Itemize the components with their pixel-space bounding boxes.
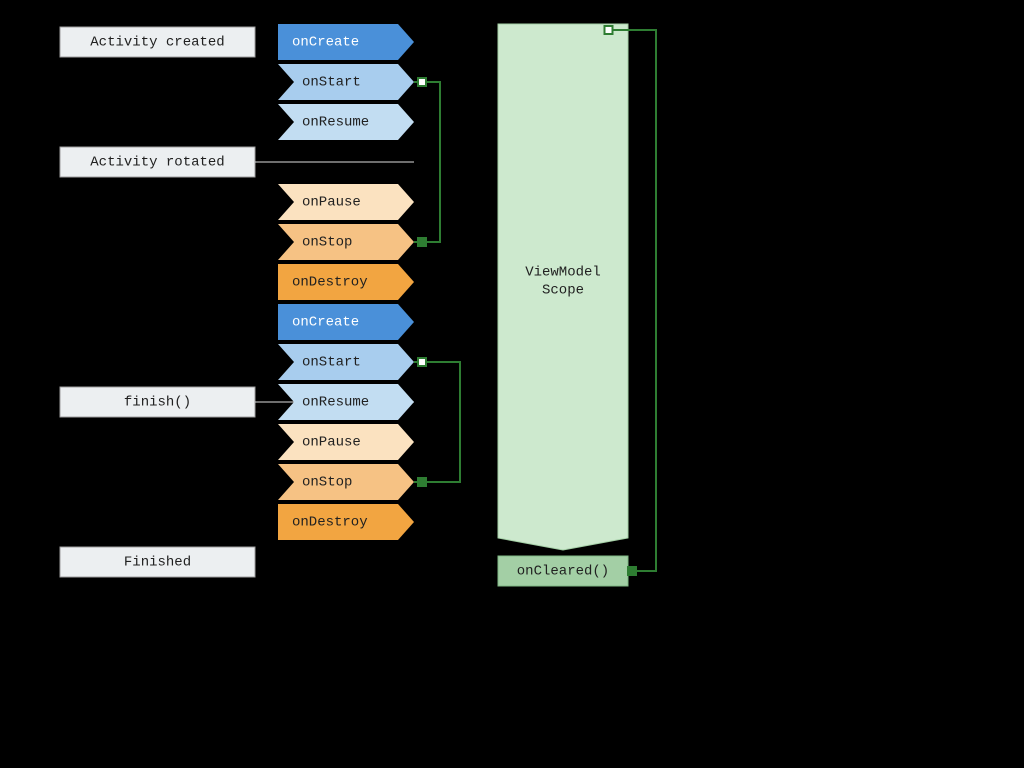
- lifecycle-oncreate: onCreate: [278, 304, 414, 340]
- event-label-text: finish(): [124, 395, 191, 411]
- viewmodel-scope: ViewModel Scope: [498, 24, 628, 550]
- event-label: Activity created: [60, 27, 255, 57]
- lifecycle-onpause: onPause: [278, 424, 414, 460]
- lifecycle-onstart: onStart: [278, 344, 414, 380]
- lifecycle-label: onStop: [302, 235, 352, 251]
- event-label-text: Activity rotated: [90, 155, 224, 171]
- viewmodel-scope-label: Scope: [542, 283, 584, 299]
- lifecycle-label: onResume: [302, 115, 369, 131]
- event-label: Finished: [60, 547, 255, 577]
- event-label-text: Finished: [124, 555, 191, 571]
- connector-end-icon: [628, 567, 636, 575]
- lifecycle-ondestroy: onDestroy: [278, 264, 414, 300]
- oncleared-label: onCleared(): [517, 564, 609, 580]
- lifecycle-onresume: onResume: [278, 104, 414, 140]
- lifecycle-label: onCreate: [292, 35, 359, 51]
- connector-start-icon: [605, 26, 613, 34]
- lifecycle-label: onResume: [302, 395, 369, 411]
- lifecycle-label: onDestroy: [292, 515, 368, 531]
- lifecycle-onstop: onStop: [278, 464, 414, 500]
- lifecycle-onstart: onStart: [278, 64, 414, 100]
- lifecycle-bracket: [414, 82, 440, 242]
- lifecycle-onpause: onPause: [278, 184, 414, 220]
- lifecycle-onresume: onResume: [278, 384, 414, 420]
- lifecycle-label: onStart: [302, 75, 361, 91]
- lifecycle-label: onStop: [302, 475, 352, 491]
- viewmodel-scope-label: ViewModel: [525, 265, 601, 281]
- connector-start-icon: [418, 78, 426, 86]
- connector-end-icon: [418, 238, 426, 246]
- lifecycle-label: onDestroy: [292, 275, 368, 291]
- connector-end-icon: [418, 478, 426, 486]
- lifecycle-label: onStart: [302, 355, 361, 371]
- lifecycle-onstop: onStop: [278, 224, 414, 260]
- lifecycle-ondestroy: onDestroy: [278, 504, 414, 540]
- oncleared-box: onCleared(): [498, 556, 628, 586]
- lifecycle-bracket: [414, 362, 460, 482]
- lifecycle-label: onCreate: [292, 315, 359, 331]
- event-label-text: Activity created: [90, 35, 224, 51]
- lifecycle-label: onPause: [302, 435, 361, 451]
- connector-start-icon: [418, 358, 426, 366]
- event-label: Activity rotated: [60, 147, 414, 177]
- lifecycle-label: onPause: [302, 195, 361, 211]
- lifecycle-oncreate: onCreate: [278, 24, 414, 60]
